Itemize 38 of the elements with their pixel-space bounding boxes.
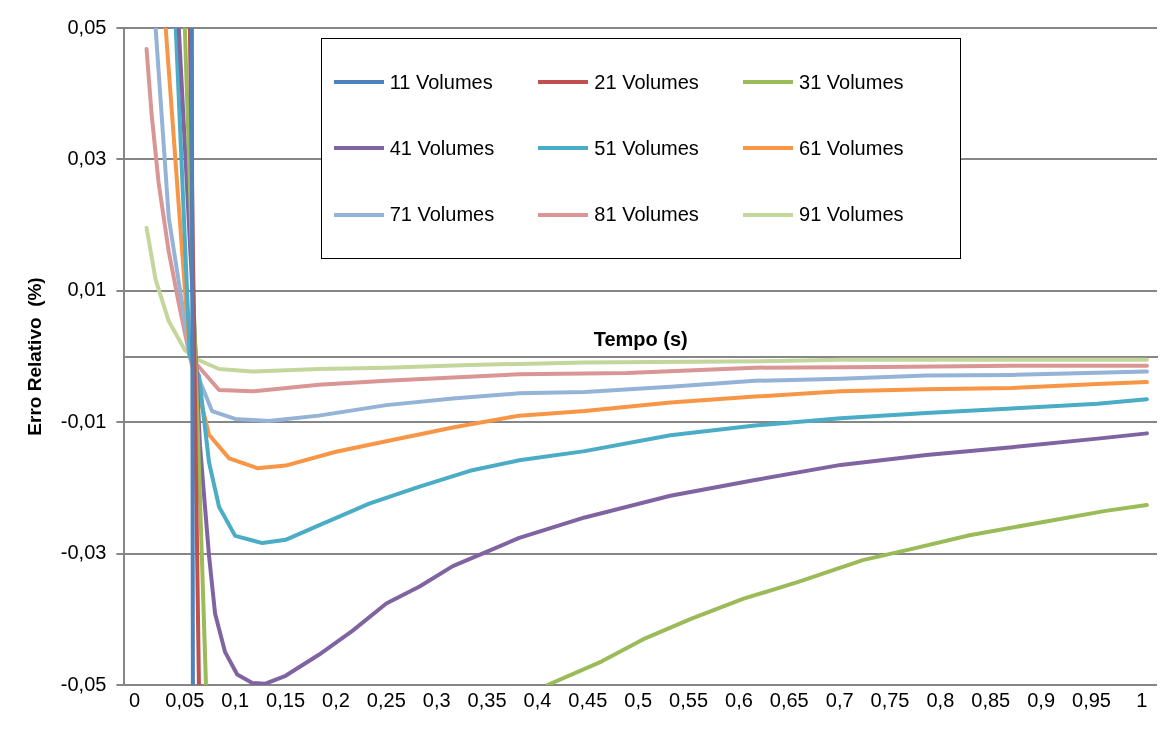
x-tick-label: 0,5 [624, 688, 653, 711]
x-tick-label: 0,15 [266, 688, 306, 711]
x-tick-label: 0,3 [422, 688, 451, 711]
x-tick-label: 0,05 [165, 688, 205, 711]
y-tick-label: -0,01 [60, 409, 107, 432]
x-tick-label: 0,85 [971, 688, 1011, 711]
x-tick-label: 0,2 [322, 688, 350, 711]
x-tick-label: 0,95 [1072, 688, 1111, 711]
y-axis-title: Erro Relativo (%) [23, 277, 45, 436]
x-tick-label: 0,55 [669, 688, 709, 711]
x-tick-label: 0,1 [221, 688, 250, 711]
x-tick-label: 0,35 [467, 688, 507, 711]
x-tick-label: 0 [128, 688, 141, 711]
legend-label: 61 Volumes [799, 136, 904, 160]
x-tick-label: 0,9 [1027, 688, 1056, 711]
x-tick-label: 0,65 [769, 688, 809, 711]
x-tick-label: 0,75 [870, 688, 910, 711]
legend-label: 21 Volumes [594, 70, 699, 94]
x-tick-label: 0,7 [825, 688, 854, 711]
x-tick-label: 1 [1136, 688, 1148, 711]
x-tick-label: 0,25 [366, 688, 406, 711]
x-axis-title: Tempo (s) [593, 328, 688, 351]
x-tick-label: 0,8 [926, 688, 955, 711]
y-tick-label: 0,01 [67, 278, 107, 301]
legend-label: 41 Volumes [389, 136, 495, 160]
legend-label: 91 Volumes [799, 203, 904, 227]
y-tick-label: -0,05 [60, 672, 107, 695]
legend-label: 81 Volumes [594, 203, 699, 227]
legend-label: 11 Volumes [389, 70, 493, 94]
y-tick-label: 0,05 [67, 15, 107, 38]
x-tick-label: 0,4 [523, 688, 552, 711]
y-tick-label: -0,03 [60, 541, 107, 564]
legend-label: 31 Volumes [799, 70, 904, 94]
y-tick-label: 0,03 [67, 146, 107, 169]
legend-label: 51 Volumes [594, 136, 699, 160]
legend-label: 71 Volumes [389, 203, 495, 227]
x-tick-label: 0,6 [725, 688, 753, 711]
x-tick-label: 0,45 [568, 688, 608, 711]
